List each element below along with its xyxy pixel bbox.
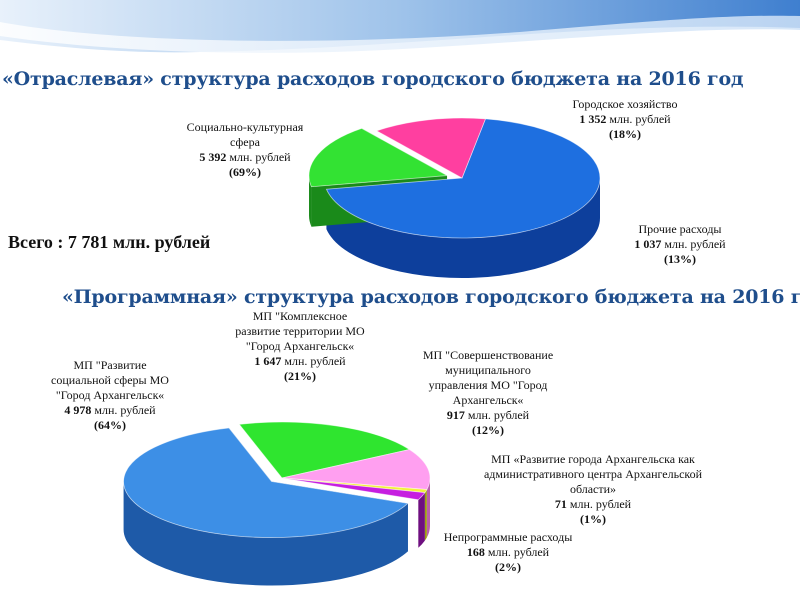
- pie-slice: [123, 427, 409, 538]
- total-budget: Всего : 7 781 млн. рублей: [8, 232, 211, 252]
- label-amount: 917: [446, 408, 465, 422]
- label-unit: млн. рублей: [94, 403, 156, 417]
- label-line: МП «Развитие города Архангельска как: [491, 452, 695, 466]
- label-unit: млн. рублей: [467, 408, 530, 422]
- label-unit: млн. рублей: [569, 497, 632, 511]
- label-amount: 71: [554, 497, 567, 511]
- label-line: МП "Совершенствование: [422, 348, 554, 362]
- label-line: МП "Комплексное: [252, 309, 348, 323]
- label-amount: 1 352: [579, 112, 607, 126]
- label-management-program: МП "Совершенствование муниципального упр…: [398, 348, 578, 438]
- pie-slice: [238, 421, 411, 479]
- label-percent: (1%): [580, 512, 606, 526]
- label-line: социальной сферы МО: [51, 373, 169, 387]
- label-percent: (13%): [664, 252, 696, 266]
- pie-slice: [375, 117, 487, 179]
- label-line: административного центра Архангельской: [483, 467, 703, 481]
- pie-slice-side: [123, 481, 408, 586]
- chart-2-title: «Программная» структура расходов городск…: [62, 286, 800, 308]
- label-amount: 5 392: [199, 150, 227, 164]
- label-line: Архангельск«: [452, 393, 524, 407]
- pie-slice: [281, 449, 431, 490]
- label-percent: (18%): [609, 127, 641, 141]
- label-percent: (21%): [284, 369, 316, 383]
- label-amount: 1 647: [254, 354, 282, 368]
- chart-1-title: «Отраслевая» структура расходов городско…: [2, 68, 744, 90]
- pie-slice-side: [326, 178, 600, 278]
- label-admin-center-program: МП «Развитие города Архангельска как адм…: [462, 452, 724, 527]
- label-line: муниципального: [445, 363, 531, 377]
- label-line: Социально-культурная: [186, 120, 304, 134]
- label-line: Непрограммные расходы: [443, 530, 573, 544]
- label-amount: 4 978: [64, 403, 92, 417]
- pie-slice: [308, 127, 449, 188]
- label-socio-cultural: Социально-культурная сфера 5 392 млн. ру…: [160, 120, 330, 180]
- pie-slice-side: [309, 175, 312, 227]
- label-line: Городское хозяйство: [572, 97, 678, 111]
- background-swoosh: [0, 0, 800, 53]
- label-unit: млн. рублей: [664, 237, 726, 251]
- label-line: МП "Развитие: [73, 358, 147, 372]
- label-line: развитие территории МО: [235, 324, 365, 338]
- label-non-program: Непрограммные расходы 168 млн. рублей (2…: [418, 530, 598, 575]
- label-unit: млн. рублей: [609, 112, 671, 126]
- label-city-economy: Городское хозяйство 1 352 млн. рублей (1…: [540, 97, 710, 142]
- label-line: "Город Архангельск«: [245, 339, 355, 353]
- label-percent: (69%): [229, 165, 261, 179]
- label-social-sphere-program: МП "Развитие социальной сферы МО "Город …: [25, 358, 195, 433]
- pie-slice-side: [426, 478, 431, 538]
- pie-slice-side: [418, 492, 425, 548]
- label-unit: млн. рублей: [487, 545, 550, 559]
- label-other-expenses: Прочие расходы 1 037 млн. рублей (13%): [605, 222, 755, 267]
- label-unit: млн. рублей: [284, 354, 346, 368]
- pie-slice: [281, 477, 426, 501]
- label-line: сфера: [230, 135, 260, 149]
- label-unit: млн. рублей: [229, 150, 291, 164]
- label-percent: (2%): [495, 560, 521, 574]
- label-amount: 168: [466, 545, 485, 559]
- label-amount: 1 037: [634, 237, 662, 251]
- label-line: управления МО "Город: [428, 378, 548, 392]
- label-line: Прочие расходы: [638, 222, 722, 236]
- pie-slice: [325, 118, 601, 239]
- label-territory-program: МП "Комплексное развитие территории МО "…: [210, 309, 390, 384]
- label-line: "Город Архангельск«: [55, 388, 165, 402]
- label-line: области»: [569, 482, 617, 496]
- label-percent: (12%): [472, 423, 504, 437]
- label-percent: (64%): [94, 418, 126, 432]
- pie-slice-side: [424, 489, 427, 541]
